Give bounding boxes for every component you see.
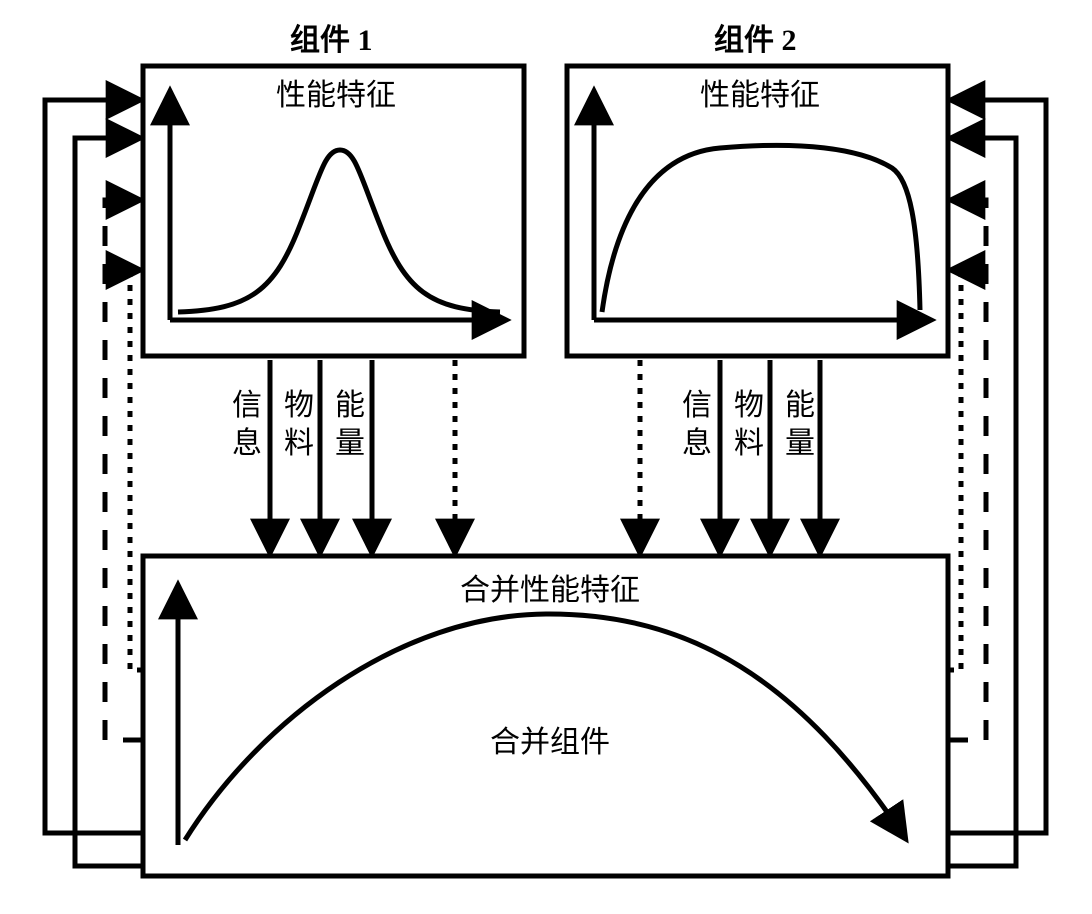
c1-energy-label: 能量 — [335, 389, 365, 460]
left-solid-inner — [75, 138, 143, 866]
component1-title: 组件 1 — [290, 23, 373, 57]
merged-component-label: 合并组件 — [490, 726, 610, 759]
c2-material-label: 物料 — [734, 389, 764, 460]
component2-title: 组件 2 — [714, 23, 797, 57]
component2-feature-label: 性能特征 — [700, 79, 820, 112]
left-solid-outer — [45, 100, 143, 833]
left-dash — [105, 200, 143, 740]
c2-info-label: 信息 — [682, 389, 712, 460]
right-dash — [948, 200, 986, 740]
merged-feature-label: 合并性能特征 — [460, 574, 640, 607]
c2-energy-label: 能量 — [785, 389, 815, 460]
right-solid-outer — [948, 100, 1046, 833]
right-solid-inner — [948, 138, 1016, 866]
component1-feature-label: 性能特征 — [276, 79, 396, 112]
c1-material-label: 物料 — [284, 389, 314, 460]
diagram-canvas: 组件 1 性能特征 组件 2 性能特征 合并性能特征 合并组件 信息 物料 能量… — [0, 0, 1092, 914]
c1-info-label: 信息 — [232, 389, 262, 460]
